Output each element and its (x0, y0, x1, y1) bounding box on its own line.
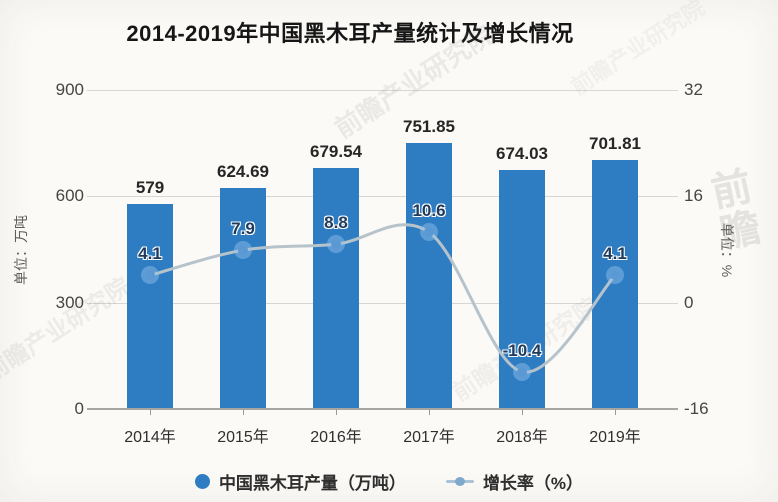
x-axis-label-2019年: 2019年 (589, 429, 641, 446)
x-tick-mark (150, 409, 151, 415)
x-tick-mark (429, 409, 430, 415)
gridline (87, 302, 678, 304)
legend-item-growth: 增长率（%） (445, 469, 584, 494)
x-tick-mark (336, 409, 337, 415)
right-axis-tick: 32 (684, 80, 703, 99)
gridline (87, 408, 678, 410)
legend-label-growth: 增长率（%） (482, 473, 584, 493)
line-value-label: 4.1 (603, 244, 627, 264)
bar-value-label: 674.03 (496, 144, 548, 164)
bar-value-label: 701.81 (589, 134, 641, 154)
gridline (87, 196, 678, 198)
legend-item-production: 中国黑木耳产量（万吨） (194, 469, 406, 494)
left-axis-title: 单位：万吨 (13, 215, 29, 285)
line-value-label: -10.4 (502, 340, 542, 360)
line-value-label: 10.6 (412, 201, 446, 221)
right-axis-title: 单位：% (719, 222, 736, 278)
left-axis-tick: 600 (55, 186, 84, 206)
chart-title: 2014-2019年中国黑木耳产量统计及增长情况 (126, 21, 574, 46)
legend-label-production: 中国黑木耳产量（万吨） (218, 473, 406, 493)
x-tick-mark (522, 409, 523, 415)
right-axis-tick: -16 (684, 399, 709, 418)
gridline (87, 90, 678, 91)
legend: 中国黑木耳产量（万吨） 增长率（%） (0, 466, 778, 496)
bar-series-swatch (194, 473, 210, 489)
x-tick-mark (615, 409, 616, 415)
bar-value-label: 679.54 (310, 142, 362, 162)
line-series-swatch (445, 476, 474, 486)
x-tick-mark (243, 409, 244, 415)
x-axis-label-2018年: 2018年 (496, 429, 548, 446)
x-axis-label-2014年: 2014年 (124, 429, 176, 446)
bar-2016年 (313, 168, 359, 408)
bar-value-label: 579 (135, 177, 165, 197)
bar-value-label: 624.69 (217, 161, 269, 181)
left-axis-tick: 0 (74, 399, 84, 418)
left-axis-tick: 300 (55, 292, 84, 312)
bar-2019年 (592, 160, 638, 408)
line-value-label: 4.1 (138, 244, 162, 264)
right-axis-tick: 0 (684, 292, 694, 312)
x-axis-label-2016年: 2016年 (310, 429, 362, 446)
line-series-swatch-dot (454, 476, 465, 486)
x-axis-label-2015年: 2015年 (217, 429, 269, 446)
bar-value-label: 751.85 (403, 116, 455, 136)
line-marker-2018年 (517, 366, 527, 377)
line-value-label: 7.9 (231, 219, 255, 239)
right-axis-tick: 16 (684, 186, 703, 206)
bar-2014年 (127, 203, 173, 408)
bar-2017年 (406, 142, 452, 408)
left-axis-tick: 900 (55, 80, 84, 99)
line-value-label: 8.8 (324, 213, 348, 233)
x-axis-label-2017年: 2017年 (403, 429, 455, 446)
